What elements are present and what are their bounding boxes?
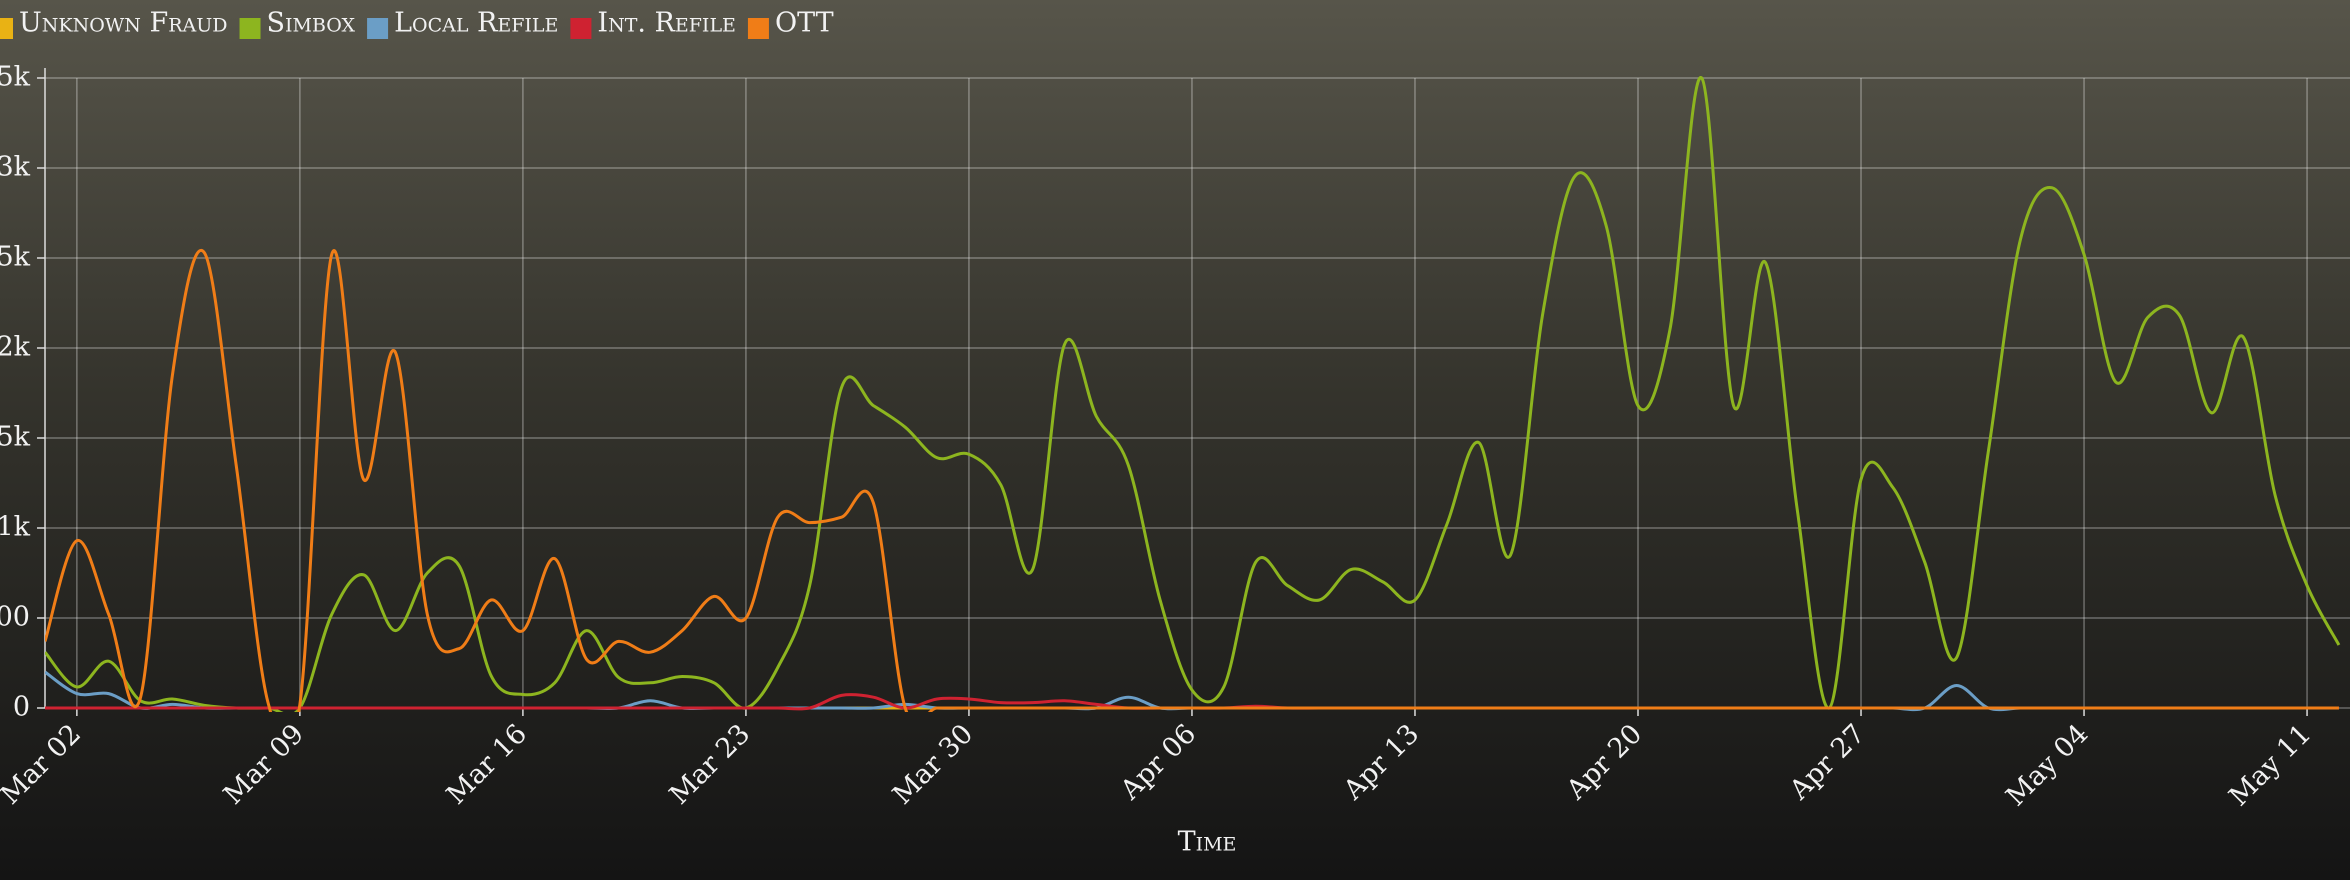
legend-label: Unknown Fraud [19, 8, 228, 39]
legend-swatch [0, 18, 13, 39]
y-tick-label: 1.5k [0, 422, 31, 453]
legend-label: Simbox [267, 8, 356, 39]
y-tick-label: 2.5k [0, 242, 31, 273]
y-tick-label: 3.5k [0, 62, 31, 93]
y-tick-label: 3k [0, 152, 31, 183]
legend-label: OTT [775, 8, 834, 39]
legend-swatch [570, 18, 592, 39]
legend-swatch [367, 18, 389, 39]
legend-label: Local Refile [394, 8, 558, 39]
y-tick-label: 0 [13, 692, 30, 723]
y-tick-label: 1k [0, 512, 31, 543]
y-tick-label: 2k [0, 332, 31, 363]
series-line [45, 248, 2339, 712]
legend-label: Int. Refile [597, 8, 736, 39]
legend-swatch [747, 18, 769, 39]
legend-swatch [239, 18, 261, 39]
series-line [45, 76, 2341, 712]
x-axis-title: Time [1178, 827, 1237, 858]
y-tick-label: 500 [0, 602, 30, 633]
plot-area [45, 76, 2341, 712]
